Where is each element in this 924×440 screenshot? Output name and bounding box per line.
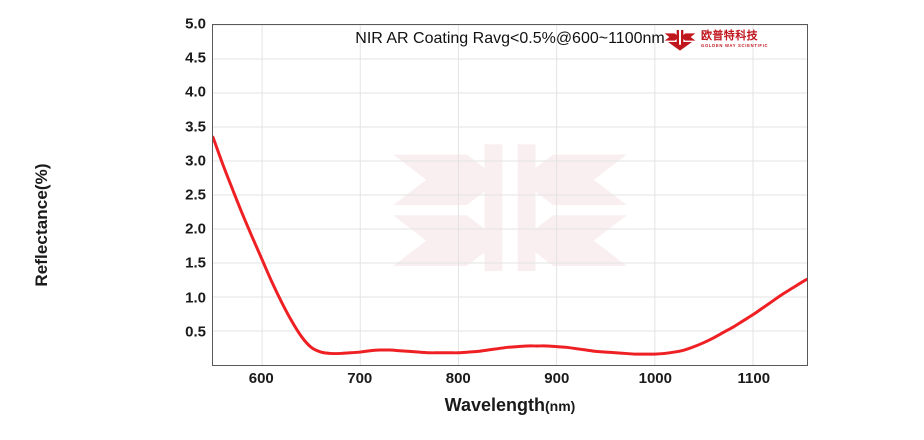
x-axis-title-text: Wavelength (444, 395, 546, 415)
series-line (213, 135, 807, 356)
y-tick-label: 4.5 (185, 49, 206, 67)
data-curve (213, 135, 807, 356)
x-tick-label: 1100 (737, 370, 771, 387)
y-tick-label: 3.5 (185, 118, 206, 136)
y-tick-label: 1.0 (185, 289, 206, 307)
x-axis-tick-labels: 600 700 800 900 1000 1100 (212, 370, 808, 392)
x-tick-label: 800 (445, 370, 471, 387)
y-axis-tick-labels: 0.5 1.0 1.5 2.0 2.5 3.0 3.5 4.0 4.5 5.0 (168, 16, 206, 366)
y-tick-label: 2.5 (185, 186, 206, 204)
plot-area (212, 24, 808, 366)
gridlines (213, 25, 807, 365)
x-axis-title: Wavelength(nm) (212, 395, 808, 416)
y-tick-label: 3.0 (185, 152, 206, 170)
y-axis-title: Reflectance(%) (32, 163, 51, 287)
y-tick-label: 4.0 (185, 83, 206, 101)
x-tick-label: 1000 (638, 370, 672, 387)
x-tick-label: 700 (347, 370, 373, 387)
y-tick-label: 2.0 (185, 220, 206, 238)
plot-svg (213, 25, 807, 365)
x-tick-label: 900 (544, 370, 570, 387)
y-tick-label: 0.5 (185, 323, 206, 341)
watermark-logo (393, 144, 627, 272)
y-tick-label: 5.0 (185, 15, 206, 33)
y-tick-label: 1.5 (185, 254, 206, 272)
x-tick-label: 600 (248, 370, 274, 387)
x-axis-title-unit: (nm) (545, 398, 576, 414)
